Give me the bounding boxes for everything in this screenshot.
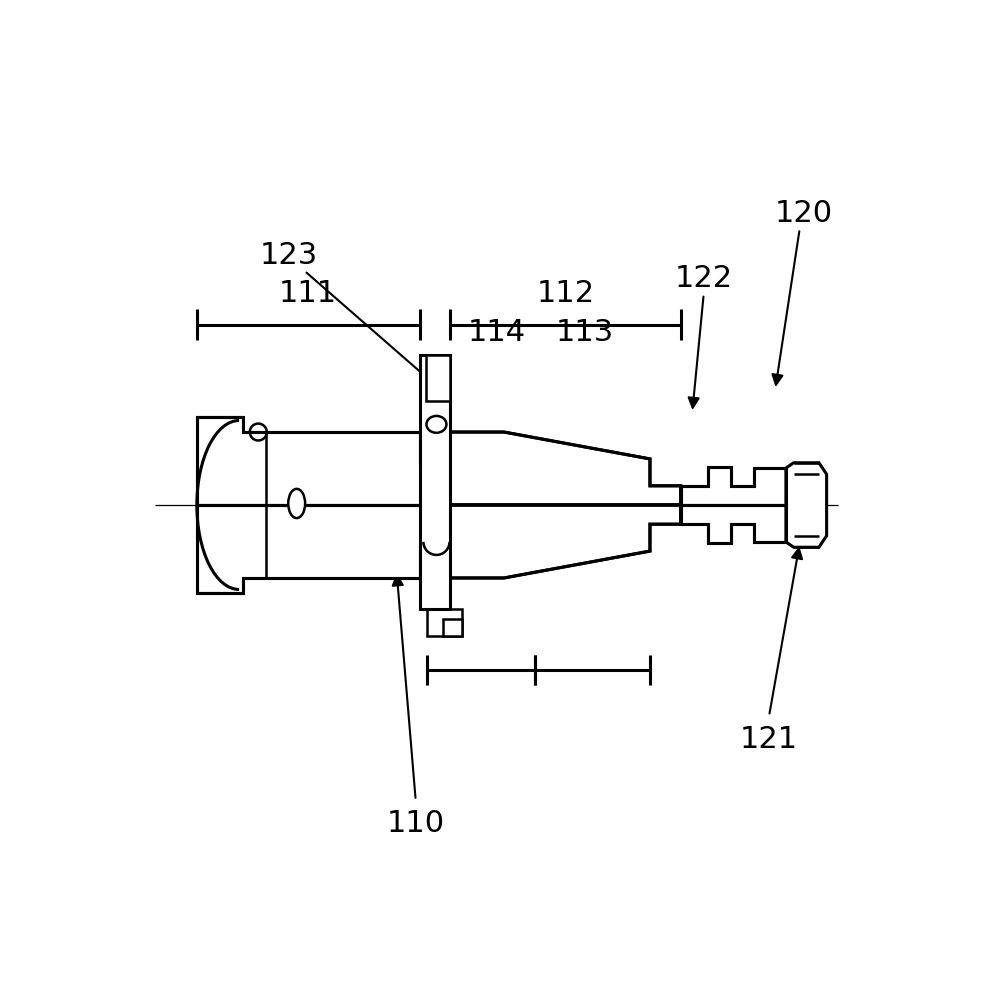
Text: 110: 110 <box>386 809 445 838</box>
Polygon shape <box>197 505 443 593</box>
Bar <box>443 619 462 636</box>
Polygon shape <box>786 463 826 547</box>
Bar <box>419 355 450 609</box>
Text: 121: 121 <box>740 725 798 754</box>
Polygon shape <box>681 467 786 505</box>
Polygon shape <box>681 505 786 543</box>
Text: 113: 113 <box>556 318 613 347</box>
Polygon shape <box>197 417 443 505</box>
Polygon shape <box>681 505 786 543</box>
Polygon shape <box>197 417 443 505</box>
Text: 120: 120 <box>775 199 832 228</box>
Text: 111: 111 <box>279 279 337 308</box>
Text: 114: 114 <box>468 318 525 347</box>
Polygon shape <box>450 505 681 578</box>
Text: 123: 123 <box>260 241 318 270</box>
Polygon shape <box>450 463 681 505</box>
Ellipse shape <box>426 416 446 433</box>
Polygon shape <box>681 467 786 505</box>
Text: 112: 112 <box>536 279 595 308</box>
Polygon shape <box>197 505 443 593</box>
Polygon shape <box>450 505 681 547</box>
Ellipse shape <box>288 489 305 518</box>
Text: 122: 122 <box>675 264 732 293</box>
Polygon shape <box>450 432 681 505</box>
Bar <box>426 355 450 401</box>
Bar <box>427 609 462 636</box>
